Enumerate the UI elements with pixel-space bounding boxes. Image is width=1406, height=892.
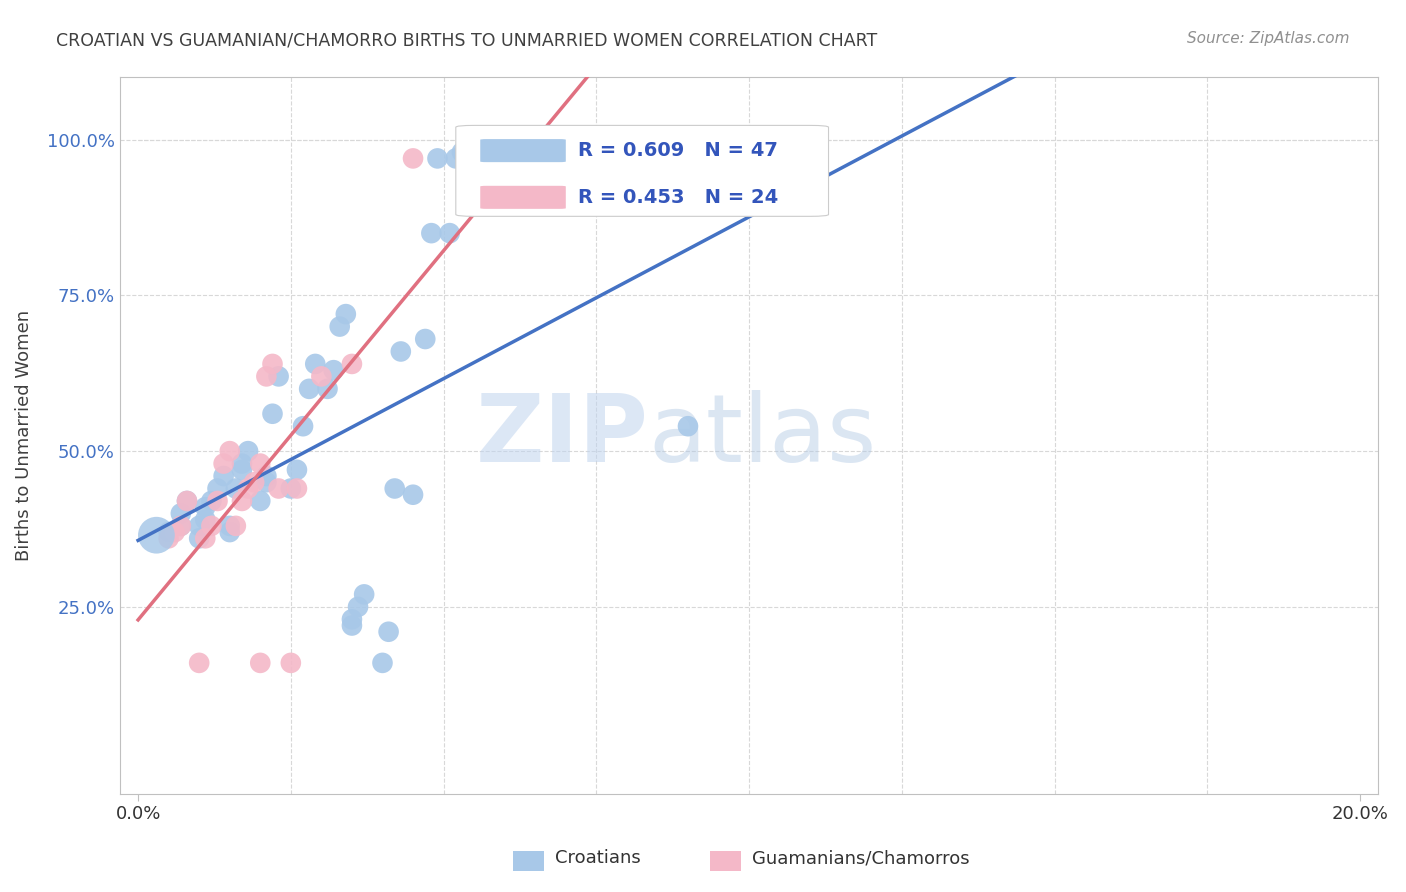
- Text: CROATIAN VS GUAMANIAN/CHAMORRO BIRTHS TO UNMARRIED WOMEN CORRELATION CHART: CROATIAN VS GUAMANIAN/CHAMORRO BIRTHS TO…: [56, 31, 877, 49]
- Text: atlas: atlas: [648, 390, 877, 482]
- FancyBboxPatch shape: [481, 186, 565, 209]
- Point: [340, 357, 363, 371]
- Point: [267, 482, 290, 496]
- Point: [402, 488, 425, 502]
- Point: [231, 494, 253, 508]
- Point: [188, 531, 211, 545]
- Point: [243, 475, 266, 490]
- Point: [280, 482, 302, 496]
- Point: [176, 494, 198, 508]
- Point: [267, 369, 290, 384]
- Point: [207, 494, 229, 508]
- Point: [157, 525, 180, 540]
- Point: [194, 531, 217, 545]
- Point: [145, 528, 167, 542]
- Point: [157, 531, 180, 545]
- Point: [200, 494, 222, 508]
- Point: [170, 519, 193, 533]
- Point: [225, 482, 247, 496]
- Point: [340, 618, 363, 632]
- Point: [420, 226, 443, 240]
- Point: [212, 457, 235, 471]
- Point: [413, 332, 436, 346]
- Text: Guamanians/Chamorros: Guamanians/Chamorros: [752, 849, 970, 867]
- Point: [439, 226, 461, 240]
- Point: [231, 457, 253, 471]
- Point: [426, 152, 449, 166]
- Point: [170, 519, 193, 533]
- Point: [676, 419, 699, 434]
- Point: [298, 382, 321, 396]
- Point: [280, 656, 302, 670]
- Point: [212, 469, 235, 483]
- Text: R = 0.453   N = 24: R = 0.453 N = 24: [578, 187, 779, 207]
- Point: [451, 145, 474, 160]
- Point: [170, 507, 193, 521]
- Point: [236, 482, 259, 496]
- Point: [353, 587, 375, 601]
- Point: [218, 519, 240, 533]
- Point: [262, 407, 284, 421]
- Point: [444, 152, 467, 166]
- Point: [322, 363, 344, 377]
- Point: [218, 525, 240, 540]
- Y-axis label: Births to Unmarried Women: Births to Unmarried Women: [15, 310, 32, 561]
- Text: Croatians: Croatians: [555, 849, 641, 867]
- Point: [176, 494, 198, 508]
- Point: [188, 519, 211, 533]
- Point: [402, 152, 425, 166]
- Point: [249, 457, 271, 471]
- Point: [340, 612, 363, 626]
- Point: [285, 482, 308, 496]
- Point: [207, 482, 229, 496]
- Point: [254, 475, 277, 490]
- Point: [311, 369, 333, 384]
- Point: [249, 494, 271, 508]
- Text: ZIP: ZIP: [475, 390, 648, 482]
- Point: [285, 463, 308, 477]
- Point: [389, 344, 412, 359]
- Point: [231, 463, 253, 477]
- Point: [194, 513, 217, 527]
- Point: [188, 656, 211, 670]
- Point: [262, 357, 284, 371]
- Point: [194, 500, 217, 515]
- Text: R = 0.609   N = 47: R = 0.609 N = 47: [578, 142, 778, 161]
- Point: [292, 419, 315, 434]
- FancyBboxPatch shape: [456, 126, 828, 217]
- FancyBboxPatch shape: [481, 139, 565, 162]
- Point: [254, 469, 277, 483]
- Point: [200, 519, 222, 533]
- Point: [316, 382, 339, 396]
- Point: [254, 369, 277, 384]
- Point: [329, 319, 352, 334]
- Point: [371, 656, 394, 670]
- Point: [335, 307, 357, 321]
- Point: [384, 482, 406, 496]
- Point: [218, 444, 240, 458]
- Point: [347, 599, 370, 614]
- Point: [163, 525, 186, 540]
- Point: [377, 624, 399, 639]
- Point: [304, 357, 326, 371]
- Point: [236, 444, 259, 458]
- Point: [225, 519, 247, 533]
- Point: [249, 656, 271, 670]
- Text: Source: ZipAtlas.com: Source: ZipAtlas.com: [1187, 31, 1350, 46]
